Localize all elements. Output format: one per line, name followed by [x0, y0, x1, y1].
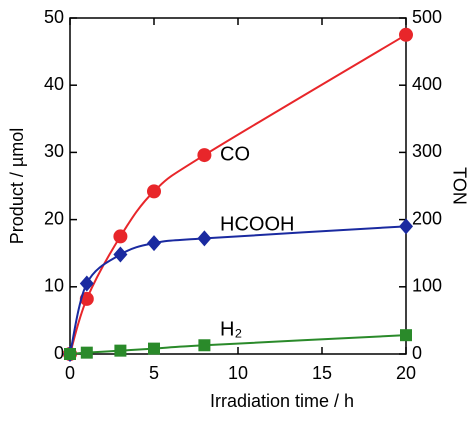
series-label: HCOOH: [220, 213, 294, 235]
x-tick-label: 20: [396, 363, 416, 383]
marker: [197, 230, 212, 247]
y2-axis-label: TON: [449, 167, 469, 205]
marker: [64, 348, 76, 360]
y2-tick-label: 200: [412, 208, 442, 228]
series-label: H₂: [220, 318, 242, 340]
y2-tick-label: 300: [412, 141, 442, 161]
marker: [147, 235, 161, 252]
x-tick-label: 15: [312, 363, 332, 383]
y-tick-label: 20: [44, 208, 64, 228]
y-tick-label: 10: [44, 276, 64, 296]
marker: [198, 339, 211, 352]
y2-tick-label: 500: [412, 7, 442, 27]
x-axis-label: Irradiation time / h: [210, 391, 354, 411]
fit-line: [69, 33, 407, 355]
marker: [80, 346, 93, 359]
y-tick-label: 0: [54, 343, 64, 363]
y-tick-label: 30: [44, 141, 64, 161]
y2-tick-label: 0: [412, 343, 422, 363]
series-label: CO: [220, 143, 250, 165]
marker: [79, 275, 94, 292]
marker: [113, 229, 128, 244]
x-tick-label: 5: [149, 363, 159, 383]
y-tick-label: 40: [44, 74, 64, 94]
y2-tick-label: 400: [412, 74, 442, 94]
marker: [399, 218, 413, 235]
x-tick-label: 0: [65, 363, 75, 383]
marker: [147, 184, 161, 199]
plot-frame: [69, 17, 407, 355]
marker: [148, 342, 160, 355]
y2-tick-label: 100: [412, 276, 442, 296]
x-tick-label: 10: [228, 363, 248, 383]
marker: [399, 27, 413, 42]
marker: [114, 344, 127, 357]
marker: [113, 246, 128, 263]
marker: [400, 329, 412, 342]
y-axis-label: Product / µmol: [7, 128, 27, 244]
y-tick-label: 50: [44, 7, 64, 27]
marker: [197, 148, 212, 163]
